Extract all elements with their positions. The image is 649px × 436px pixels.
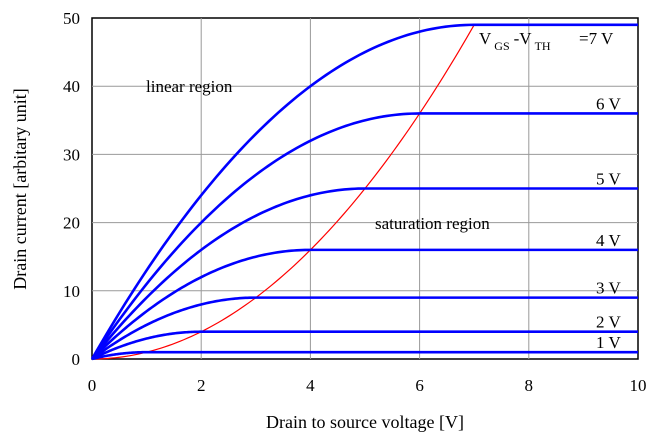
- curve-label-7: =7 V: [579, 29, 614, 48]
- x-tick-label: 0: [88, 376, 97, 395]
- x-axis-title: Drain to source voltage [V]: [266, 412, 464, 432]
- x-tick-label: 8: [525, 376, 534, 395]
- y-tick-label: 20: [63, 214, 80, 233]
- linear-region-label: linear region: [146, 77, 233, 96]
- vgs-main: V: [479, 29, 492, 48]
- curve-vgs-6: [92, 113, 638, 359]
- curve-vgs-4: [92, 250, 638, 359]
- x-tick-label: 6: [415, 376, 424, 395]
- curve-vgs-2: [92, 332, 638, 359]
- y-tick-label: 50: [63, 9, 80, 28]
- curve-vgs-3: [92, 298, 638, 359]
- y-tick-label: 40: [63, 77, 80, 96]
- curve-label-6: 6 V: [596, 94, 621, 113]
- curve-label-2: 2 V: [596, 313, 621, 332]
- vth-sub: TH: [535, 39, 551, 53]
- vgs-sub: GS: [494, 39, 509, 53]
- curve-vgs-1: [92, 352, 638, 359]
- x-tick-label: 10: [630, 376, 647, 395]
- x-tick-label: 2: [197, 376, 206, 395]
- curve-label-3: 3 V: [596, 279, 621, 298]
- curve-label-5: 5 V: [596, 170, 621, 189]
- vth-main: -V: [514, 29, 533, 48]
- y-tick-label: 30: [63, 145, 80, 164]
- curve-vgs-7: [92, 25, 638, 359]
- y-axis-title: Drain current [arbitary unit]: [10, 88, 30, 289]
- curve-label-1: 1 V: [596, 333, 621, 352]
- x-tick-label: 4: [306, 376, 315, 395]
- saturation-region-label: saturation region: [375, 214, 490, 233]
- y-tick-label: 10: [63, 282, 80, 301]
- curve-labels: 1 V2 V 3 V 4 V 5 V 6 V =7 V: [579, 29, 621, 352]
- curves: [92, 25, 638, 359]
- curve-label-4: 4 V: [596, 231, 621, 250]
- y-tick-label: 0: [72, 350, 81, 369]
- vgs-vth-label: V GS -V TH: [479, 29, 551, 53]
